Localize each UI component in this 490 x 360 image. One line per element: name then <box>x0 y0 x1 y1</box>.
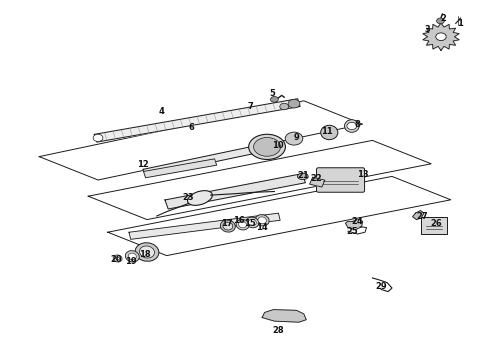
Polygon shape <box>143 144 266 176</box>
Text: 20: 20 <box>111 255 122 264</box>
Text: 18: 18 <box>139 251 150 259</box>
Ellipse shape <box>116 257 120 260</box>
Ellipse shape <box>255 215 269 226</box>
Text: 3: 3 <box>425 25 431 34</box>
Polygon shape <box>262 310 306 322</box>
Circle shape <box>93 134 103 141</box>
Text: 6: 6 <box>188 123 194 132</box>
Text: 10: 10 <box>272 141 284 150</box>
Polygon shape <box>345 219 363 230</box>
Text: 21: 21 <box>297 171 309 180</box>
Text: 9: 9 <box>294 133 299 142</box>
Text: 5: 5 <box>269 89 275 98</box>
Polygon shape <box>94 99 300 142</box>
Ellipse shape <box>140 246 154 258</box>
Text: 27: 27 <box>416 212 428 220</box>
Ellipse shape <box>249 134 285 159</box>
Ellipse shape <box>220 220 235 232</box>
FancyBboxPatch shape <box>421 217 447 234</box>
Text: 25: 25 <box>346 227 358 236</box>
Text: 23: 23 <box>183 193 195 202</box>
Circle shape <box>270 96 278 102</box>
Ellipse shape <box>246 217 259 228</box>
Text: 8: 8 <box>355 120 361 129</box>
Text: 13: 13 <box>357 170 368 179</box>
Circle shape <box>288 99 300 108</box>
Circle shape <box>280 103 289 110</box>
Circle shape <box>436 33 446 41</box>
Ellipse shape <box>135 243 159 261</box>
Polygon shape <box>413 211 424 220</box>
Polygon shape <box>423 23 459 50</box>
Polygon shape <box>144 159 217 178</box>
FancyBboxPatch shape <box>317 168 365 192</box>
Ellipse shape <box>125 251 139 262</box>
Ellipse shape <box>321 125 338 140</box>
Text: 24: 24 <box>352 217 364 226</box>
Text: 29: 29 <box>375 282 387 291</box>
Text: 15: 15 <box>244 220 256 229</box>
Ellipse shape <box>254 138 281 156</box>
Polygon shape <box>310 177 325 187</box>
Ellipse shape <box>223 222 233 230</box>
Text: 11: 11 <box>321 127 333 136</box>
Text: 1: 1 <box>457 19 463 28</box>
Ellipse shape <box>236 219 249 230</box>
Text: 12: 12 <box>137 161 149 170</box>
Text: 26: 26 <box>430 220 442 229</box>
Ellipse shape <box>239 221 246 228</box>
Text: 19: 19 <box>125 256 137 266</box>
Text: 17: 17 <box>220 219 232 228</box>
Text: 16: 16 <box>233 216 245 225</box>
Polygon shape <box>165 174 305 209</box>
Ellipse shape <box>248 219 256 226</box>
Text: 28: 28 <box>272 326 284 335</box>
Text: 4: 4 <box>159 107 165 116</box>
Ellipse shape <box>188 191 212 205</box>
Polygon shape <box>129 213 280 239</box>
Circle shape <box>285 132 303 145</box>
Text: 2: 2 <box>441 14 446 23</box>
Circle shape <box>347 122 357 130</box>
Text: 14: 14 <box>256 223 268 232</box>
Text: 22: 22 <box>310 174 322 183</box>
Text: 7: 7 <box>247 102 253 111</box>
Ellipse shape <box>113 255 122 262</box>
Ellipse shape <box>128 253 136 260</box>
Ellipse shape <box>344 120 359 132</box>
Ellipse shape <box>258 217 267 224</box>
Ellipse shape <box>297 173 308 180</box>
Circle shape <box>437 18 444 24</box>
